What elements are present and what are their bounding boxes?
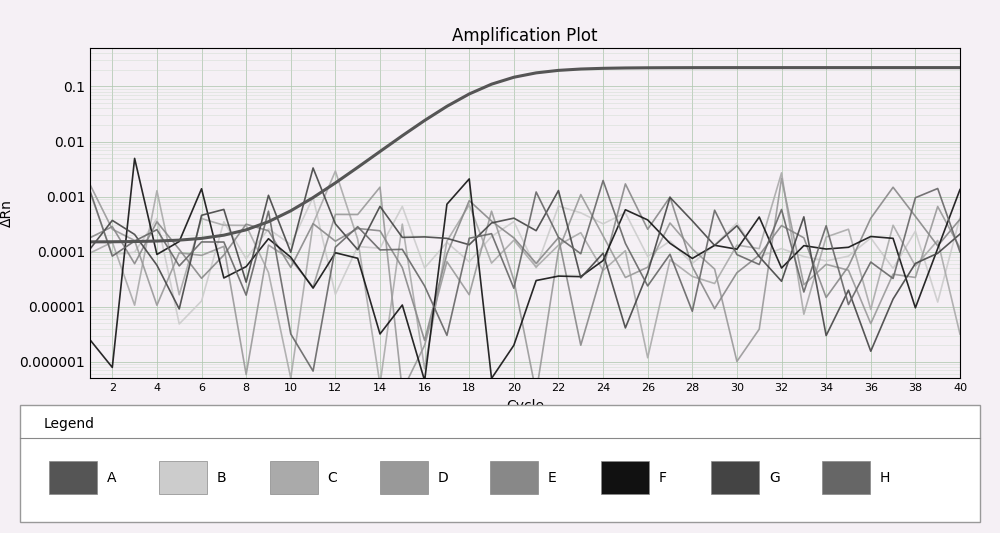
Bar [49, 462, 97, 494]
Bar [380, 462, 428, 494]
Text: E: E [548, 471, 557, 485]
Bar [711, 462, 759, 494]
Bar [159, 462, 207, 494]
Text: A: A [106, 471, 116, 485]
Text: H: H [879, 471, 890, 485]
Text: F: F [658, 471, 666, 485]
Title: Amplification Plot: Amplification Plot [452, 27, 598, 45]
Text: G: G [769, 471, 780, 485]
Text: D: D [438, 471, 448, 485]
Text: B: B [217, 471, 226, 485]
X-axis label: Cycle: Cycle [506, 399, 544, 413]
Text: Legend: Legend [44, 417, 95, 431]
FancyBboxPatch shape [20, 405, 980, 522]
Bar [270, 462, 318, 494]
Bar [601, 462, 649, 494]
Bar [822, 462, 870, 494]
Bar [490, 462, 538, 494]
Text: C: C [327, 471, 337, 485]
Y-axis label: ΔRn: ΔRn [0, 199, 14, 227]
